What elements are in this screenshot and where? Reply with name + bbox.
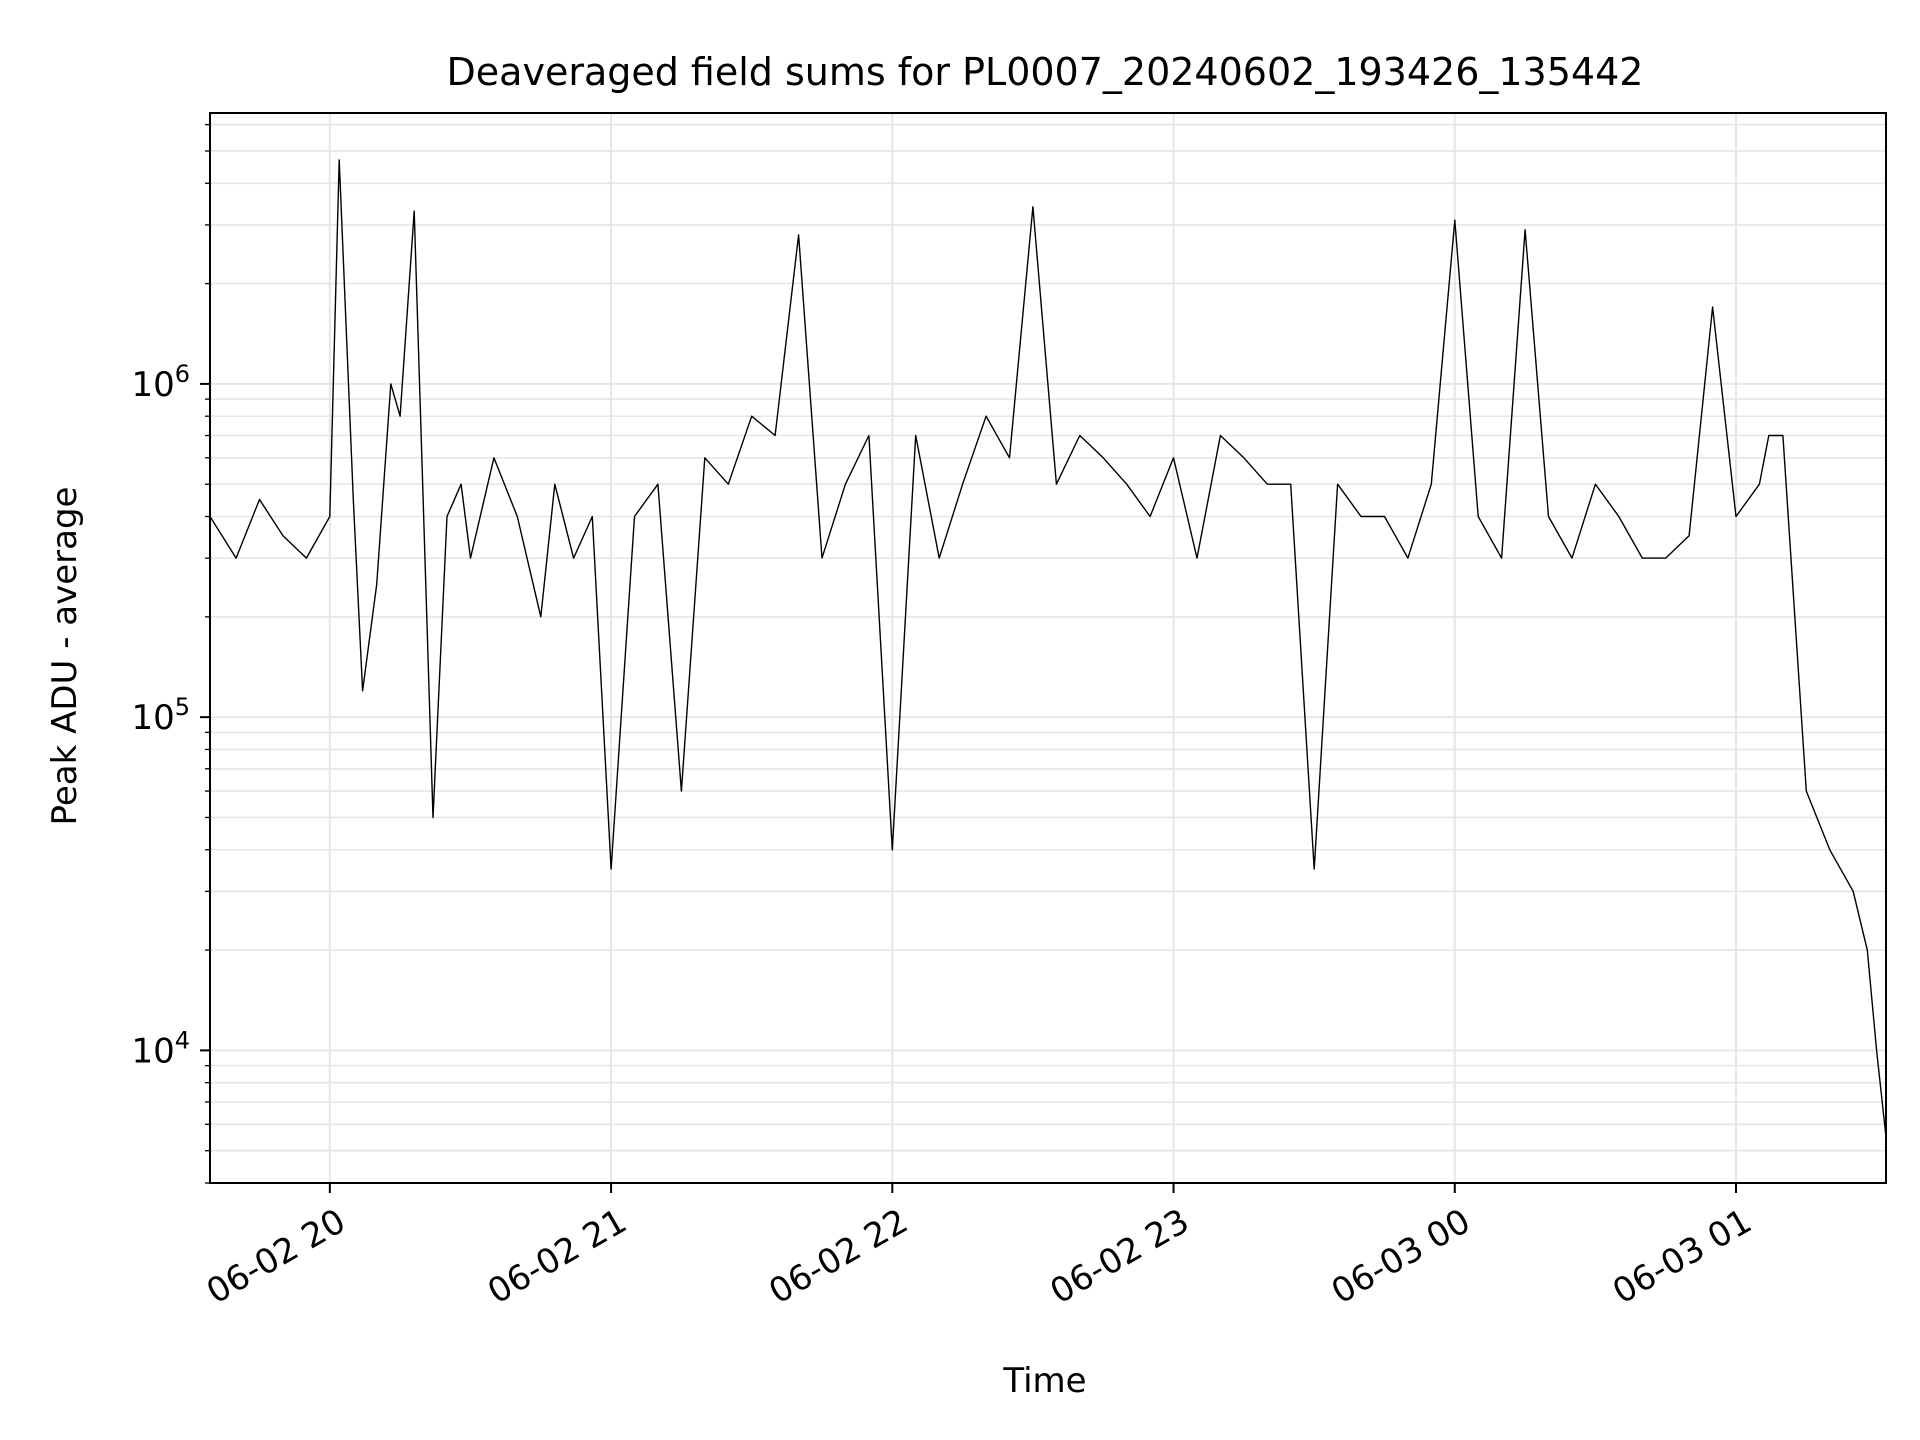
y-tick-label: 105 (131, 693, 190, 738)
x-axis-label: Time (1002, 1361, 1086, 1401)
y-tick-label: 106 (131, 360, 190, 405)
y-axis-label: Peak ADU - average (45, 487, 85, 826)
chart-title: Deaveraged field sums for PL0007_2024060… (447, 50, 1644, 94)
y-tick-label: 104 (131, 1026, 190, 1071)
data-area (209, 159, 1887, 1137)
plot-frame (209, 112, 1887, 1184)
series-line (209, 159, 1887, 1137)
